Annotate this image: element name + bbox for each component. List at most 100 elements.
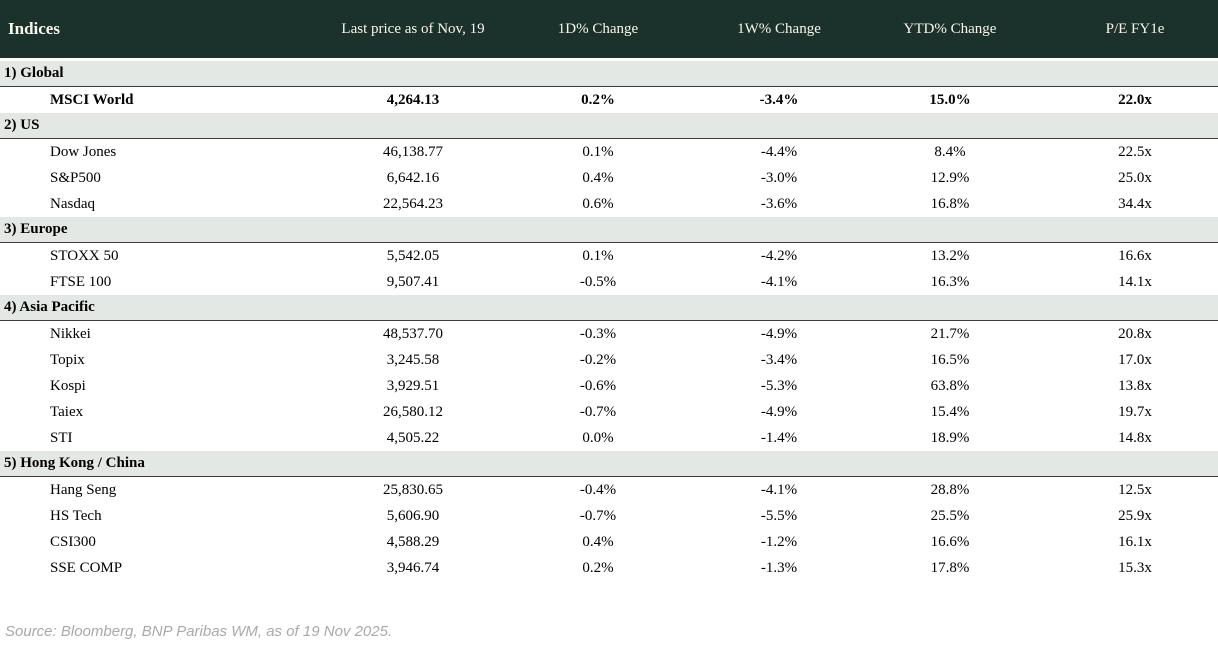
indices-table: Indices Last price as of Nov, 19 1D% Chang…	[0, 0, 1218, 581]
1d-change-value: 0.2%	[518, 555, 678, 581]
table-row: HS Tech 5,606.90 -0.7% -5.5% 25.5% 25.9x	[0, 503, 1218, 529]
1w-change-value: -3.4%	[678, 86, 880, 113]
table-row: Nikkei 48,537.70 -0.3% -4.9% 21.7% 20.8x	[0, 320, 1218, 347]
table-row: MSCI World 4,264.13 0.2% -3.4% 15.0% 22.0x	[0, 86, 1218, 113]
index-name: STOXX 50	[0, 242, 308, 269]
ytd-change-value: 15.4%	[880, 399, 1020, 425]
last-price-value: 6,642.16	[308, 165, 518, 191]
1w-change-value: -3.0%	[678, 165, 880, 191]
1w-change-value: -3.4%	[678, 347, 880, 373]
index-name: MSCI World	[0, 86, 308, 113]
last-price-value: 3,929.51	[308, 373, 518, 399]
column-header-1w-change: 1W% Change	[678, 0, 880, 61]
section-row: 3) Europe	[0, 217, 1218, 243]
ytd-change-value: 18.9%	[880, 425, 1020, 451]
pe-value: 25.0x	[1020, 165, 1218, 191]
section-label: 1) Global	[0, 59, 1218, 87]
pe-value: 22.0x	[1020, 86, 1218, 113]
source-note: Source: Bloomberg, BNP Paribas WM, as of…	[5, 623, 393, 640]
section-row: 5) Hong Kong / China	[0, 451, 1218, 477]
ytd-change-value: 28.8%	[880, 476, 1020, 503]
section-label: 5) Hong Kong / China	[0, 451, 1218, 477]
1d-change-value: 0.4%	[518, 165, 678, 191]
index-name: CSI300	[0, 529, 308, 555]
table-row: FTSE 100 9,507.41 -0.5% -4.1% 16.3% 14.1x	[0, 269, 1218, 295]
pe-value: 25.9x	[1020, 503, 1218, 529]
table-row: Topix 3,245.58 -0.2% -3.4% 16.5% 17.0x	[0, 347, 1218, 373]
column-header-indices: Indices	[0, 0, 308, 61]
ytd-change-value: 16.3%	[880, 269, 1020, 295]
last-price-value: 4,505.22	[308, 425, 518, 451]
last-price-value: 5,606.90	[308, 503, 518, 529]
1d-change-value: -0.4%	[518, 476, 678, 503]
index-name: SSE COMP	[0, 555, 308, 581]
ytd-change-value: 13.2%	[880, 242, 1020, 269]
1w-change-value: -3.6%	[678, 191, 880, 217]
index-name: Nasdaq	[0, 191, 308, 217]
table-row: Kospi 3,929.51 -0.6% -5.3% 63.8% 13.8x	[0, 373, 1218, 399]
1w-change-value: -5.3%	[678, 373, 880, 399]
table-header: Indices Last price as of Nov, 19 1D% Chang…	[0, 0, 1218, 61]
last-price-value: 4,264.13	[308, 86, 518, 113]
indices-report-page: Indices Last price as of Nov, 19 1D% Chang…	[0, 0, 1218, 640]
section-row: 4) Asia Pacific	[0, 295, 1218, 321]
pe-value: 15.3x	[1020, 555, 1218, 581]
1d-change-value: 0.1%	[518, 242, 678, 269]
last-price-value: 22,564.23	[308, 191, 518, 217]
index-name: Kospi	[0, 373, 308, 399]
last-price-value: 48,537.70	[308, 320, 518, 347]
section-row: 2) US	[0, 113, 1218, 139]
pe-value: 34.4x	[1020, 191, 1218, 217]
pe-value: 17.0x	[1020, 347, 1218, 373]
ytd-change-value: 12.9%	[880, 165, 1020, 191]
1w-change-value: -4.1%	[678, 269, 880, 295]
pe-value: 14.1x	[1020, 269, 1218, 295]
ytd-change-value: 16.6%	[880, 529, 1020, 555]
1d-change-value: -0.3%	[518, 320, 678, 347]
table-row: Taiex 26,580.12 -0.7% -4.9% 15.4% 19.7x	[0, 399, 1218, 425]
table-row: STI 4,505.22 0.0% -1.4% 18.9% 14.8x	[0, 425, 1218, 451]
index-name: HS Tech	[0, 503, 308, 529]
1d-change-value: 0.1%	[518, 138, 678, 165]
table-header-row: Indices Last price as of Nov, 19 1D% Chang…	[0, 0, 1218, 61]
column-header-ytd-change: YTD% Change	[880, 0, 1020, 61]
pe-value: 20.8x	[1020, 320, 1218, 347]
last-price-value: 25,830.65	[308, 476, 518, 503]
ytd-change-value: 17.8%	[880, 555, 1020, 581]
ytd-change-value: 63.8%	[880, 373, 1020, 399]
table-row: S&P500 6,642.16 0.4% -3.0% 12.9% 25.0x	[0, 165, 1218, 191]
column-header-pe-fy1e: P/E FY1e	[1020, 0, 1218, 61]
ytd-change-value: 15.0%	[880, 86, 1020, 113]
pe-value: 14.8x	[1020, 425, 1218, 451]
last-price-value: 4,588.29	[308, 529, 518, 555]
last-price-value: 3,245.58	[308, 347, 518, 373]
last-price-value: 3,946.74	[308, 555, 518, 581]
last-price-value: 46,138.77	[308, 138, 518, 165]
1w-change-value: -1.3%	[678, 555, 880, 581]
table-row: Hang Seng 25,830.65 -0.4% -4.1% 28.8% 12.5x	[0, 476, 1218, 503]
column-header-last-price: Last price as of Nov, 19	[308, 0, 518, 61]
ytd-change-value: 25.5%	[880, 503, 1020, 529]
table-row: SSE COMP 3,946.74 0.2% -1.3% 17.8% 15.3x	[0, 555, 1218, 581]
1w-change-value: -4.9%	[678, 320, 880, 347]
section-row: 1) Global	[0, 59, 1218, 87]
table-row: CSI300 4,588.29 0.4% -1.2% 16.6% 16.1x	[0, 529, 1218, 555]
pe-value: 13.8x	[1020, 373, 1218, 399]
1d-change-value: 0.2%	[518, 86, 678, 113]
1w-change-value: -4.1%	[678, 476, 880, 503]
table-row: STOXX 50 5,542.05 0.1% -4.2% 13.2% 16.6x	[0, 242, 1218, 269]
pe-value: 19.7x	[1020, 399, 1218, 425]
pe-value: 16.6x	[1020, 242, 1218, 269]
1d-change-value: -0.7%	[518, 503, 678, 529]
1w-change-value: -4.9%	[678, 399, 880, 425]
index-name: Taiex	[0, 399, 308, 425]
pe-value: 22.5x	[1020, 138, 1218, 165]
section-label: 4) Asia Pacific	[0, 295, 1218, 321]
1w-change-value: -1.2%	[678, 529, 880, 555]
index-name: STI	[0, 425, 308, 451]
1w-change-value: -4.4%	[678, 138, 880, 165]
last-price-value: 5,542.05	[308, 242, 518, 269]
1d-change-value: 0.0%	[518, 425, 678, 451]
1w-change-value: -5.5%	[678, 503, 880, 529]
index-name: Nikkei	[0, 320, 308, 347]
